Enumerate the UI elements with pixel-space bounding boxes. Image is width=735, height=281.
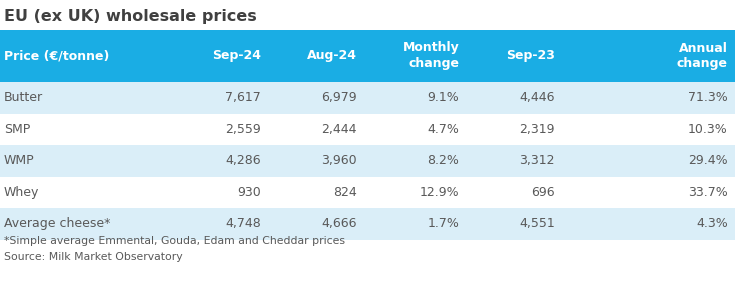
- Bar: [0, 82, 735, 114]
- Text: 2,559: 2,559: [225, 123, 261, 136]
- Text: 4.3%: 4.3%: [696, 217, 728, 230]
- Text: Average cheese*: Average cheese*: [4, 217, 110, 230]
- Text: WMP: WMP: [4, 154, 35, 167]
- Text: 696: 696: [531, 186, 555, 199]
- Text: Butter: Butter: [4, 91, 43, 104]
- Text: 3,312: 3,312: [520, 154, 555, 167]
- Text: 12.9%: 12.9%: [420, 186, 459, 199]
- Text: 3,960: 3,960: [321, 154, 356, 167]
- Text: 2,444: 2,444: [321, 123, 356, 136]
- Text: Annual
change: Annual change: [677, 42, 728, 71]
- Text: 4,748: 4,748: [225, 217, 261, 230]
- Text: Price (€/tonne): Price (€/tonne): [4, 49, 109, 62]
- Text: 4.7%: 4.7%: [428, 123, 459, 136]
- Text: 8.2%: 8.2%: [428, 154, 459, 167]
- Text: 4,666: 4,666: [321, 217, 356, 230]
- Text: Source: Milk Market Observatory: Source: Milk Market Observatory: [4, 252, 182, 262]
- Text: *Simple average Emmental, Gouda, Edam and Cheddar prices: *Simple average Emmental, Gouda, Edam an…: [4, 236, 345, 246]
- Text: 33.7%: 33.7%: [688, 186, 728, 199]
- Text: 7,617: 7,617: [225, 91, 261, 104]
- Text: Whey: Whey: [4, 186, 39, 199]
- Text: Sep-23: Sep-23: [506, 49, 555, 62]
- Text: 10.3%: 10.3%: [688, 123, 728, 136]
- Bar: [0, 30, 735, 82]
- Text: Sep-24: Sep-24: [212, 49, 261, 62]
- Text: Aug-24: Aug-24: [306, 49, 356, 62]
- Text: 29.4%: 29.4%: [688, 154, 728, 167]
- Text: SMP: SMP: [4, 123, 30, 136]
- Text: 4,446: 4,446: [520, 91, 555, 104]
- Text: Monthly
change: Monthly change: [403, 42, 459, 71]
- Bar: [0, 145, 735, 176]
- Text: 71.3%: 71.3%: [688, 91, 728, 104]
- Text: 930: 930: [237, 186, 261, 199]
- Text: 6,979: 6,979: [321, 91, 356, 104]
- Bar: [0, 208, 735, 239]
- Text: 824: 824: [333, 186, 356, 199]
- Text: 2,319: 2,319: [520, 123, 555, 136]
- Text: 4,286: 4,286: [226, 154, 261, 167]
- Text: EU (ex UK) wholesale prices: EU (ex UK) wholesale prices: [4, 9, 257, 24]
- Bar: [0, 114, 735, 145]
- Text: 9.1%: 9.1%: [428, 91, 459, 104]
- Bar: [0, 176, 735, 208]
- Text: 4,551: 4,551: [519, 217, 555, 230]
- Text: 1.7%: 1.7%: [428, 217, 459, 230]
